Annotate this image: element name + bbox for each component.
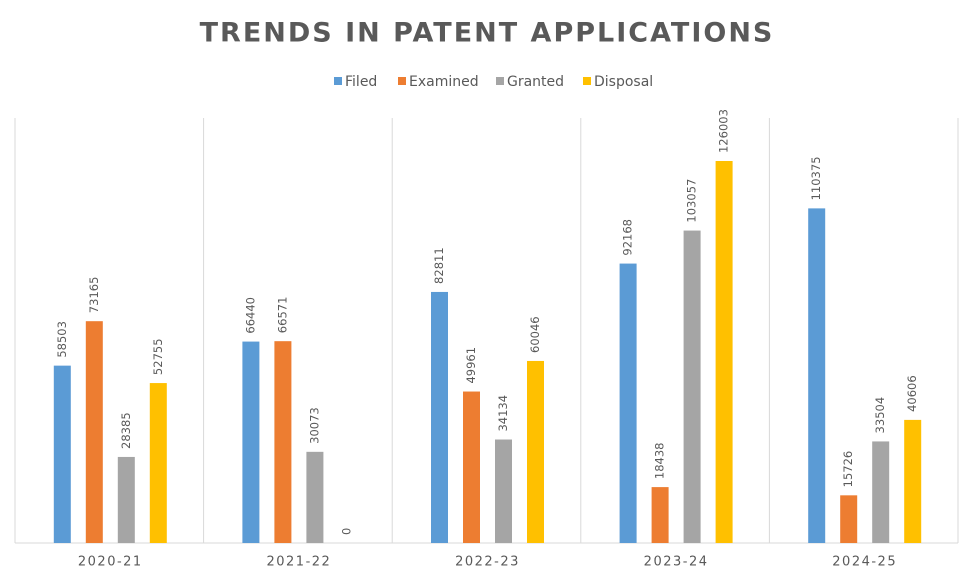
legend-label: Filed [345,74,377,90]
bar [306,452,323,543]
value-label: 103057 [685,179,699,223]
value-label: 58503 [55,321,69,358]
bar [274,341,291,543]
legend-label: Examined [409,74,479,90]
value-label: 30073 [307,407,321,444]
value-label: 40606 [905,375,919,412]
bar [904,420,921,543]
value-label: 15726 [841,451,855,488]
bar [54,366,71,543]
bar [463,392,480,543]
value-label: 126003 [717,109,731,153]
bar [620,264,637,543]
bar [150,383,167,543]
value-label: 66440 [243,297,257,334]
value-label: 0 [339,528,353,535]
legend-swatch [496,77,504,85]
value-label: 49961 [464,347,478,384]
value-label: 28385 [119,412,133,449]
bar [840,495,857,543]
x-tick-label: 2024-25 [832,555,897,570]
value-label: 82811 [432,247,446,284]
value-label: 18438 [653,443,667,480]
value-label: 66571 [275,297,289,334]
bar [684,231,701,543]
legend-label: Disposal [594,74,653,90]
value-label: 52755 [151,338,165,375]
value-label: 92168 [621,219,635,256]
bar [118,457,135,543]
bar [527,361,544,543]
bar [808,208,825,543]
legend-swatch [398,77,406,85]
value-label: 73165 [87,277,101,314]
x-tick-label: 2020-21 [78,555,143,570]
bar [495,440,512,543]
x-tick-label: 2021-22 [266,555,331,570]
legend-swatch [583,77,591,85]
bar [242,342,259,543]
bar [431,292,448,543]
bar [652,487,669,543]
bar [872,441,889,543]
value-label: 34134 [496,395,510,432]
bar [716,161,733,543]
chart-title: TRENDS IN PATENT APPLICATIONS [200,18,775,49]
x-tick-label: 2022-23 [455,555,520,570]
value-label: 110375 [809,156,823,200]
legend-label: Granted [507,74,564,90]
bar [86,321,103,543]
x-tick-label: 2023-24 [644,555,709,570]
value-label: 33504 [873,397,887,434]
legend-swatch [334,77,342,85]
value-label: 60046 [528,316,542,353]
